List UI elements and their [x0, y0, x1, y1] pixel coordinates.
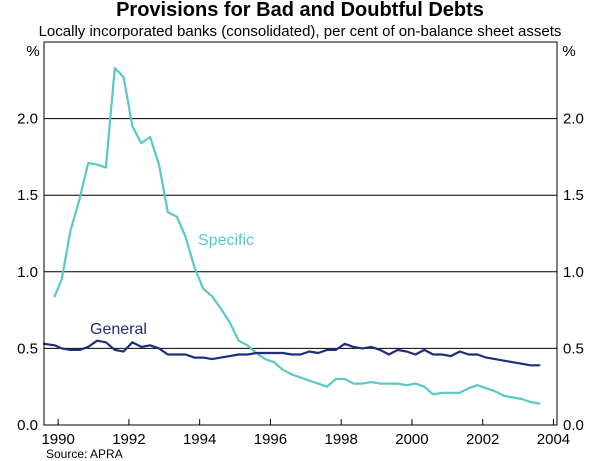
gridlines: [44, 118, 557, 349]
y-tick-label-left: 0.5: [17, 340, 38, 357]
general-series-label: General: [90, 321, 147, 338]
x-tick-label: 1998: [324, 431, 357, 448]
source-note: Source: APRA: [46, 447, 123, 461]
x-tick-label: 1996: [254, 431, 287, 448]
x-tick-labels: 1990 1992 1994 1996 1998 2000 2002 2004: [41, 419, 570, 448]
chart-subtitle: Locally incorporated banks (consolidated…: [39, 23, 562, 40]
general-series-line: [42, 339, 541, 367]
x-tick-label: 1992: [112, 431, 145, 448]
y-tick-label-left: 0.0: [17, 417, 38, 434]
y-tick-label-right: 1.0: [563, 264, 584, 281]
y-tick-label-left: 1.0: [17, 264, 38, 281]
x-tick-label: 2002: [466, 431, 499, 448]
y-tick-label-right: 0.0: [563, 417, 584, 434]
x-tick-label: 2004: [537, 431, 570, 448]
y-tick-label-right: 2.0: [563, 111, 584, 128]
y-tick-label-right: 1.5: [563, 187, 584, 204]
left-axis-unit: %: [26, 43, 39, 60]
y-tick-label-right: 0.5: [563, 340, 584, 357]
right-axis-unit: %: [562, 43, 575, 60]
x-tick-label: 1994: [183, 431, 216, 448]
x-tick-label: 1990: [41, 431, 74, 448]
y-tick-label-left: 1.5: [17, 187, 38, 204]
specific-series-label: Specific: [198, 232, 254, 249]
y-tick-labels: 0.0 0.0 0.5 0.5 1.0 1.0 1.5 1.5 2.0 2.0: [17, 111, 584, 434]
specific-series-line: [53, 66, 541, 405]
chart-title: Provisions for Bad and Doubtful Debts: [116, 0, 484, 21]
x-tick-label: 2000: [395, 431, 428, 448]
y-tick-label-left: 2.0: [17, 111, 38, 128]
series-lines: [42, 66, 541, 405]
plot-frame: [43, 41, 558, 426]
